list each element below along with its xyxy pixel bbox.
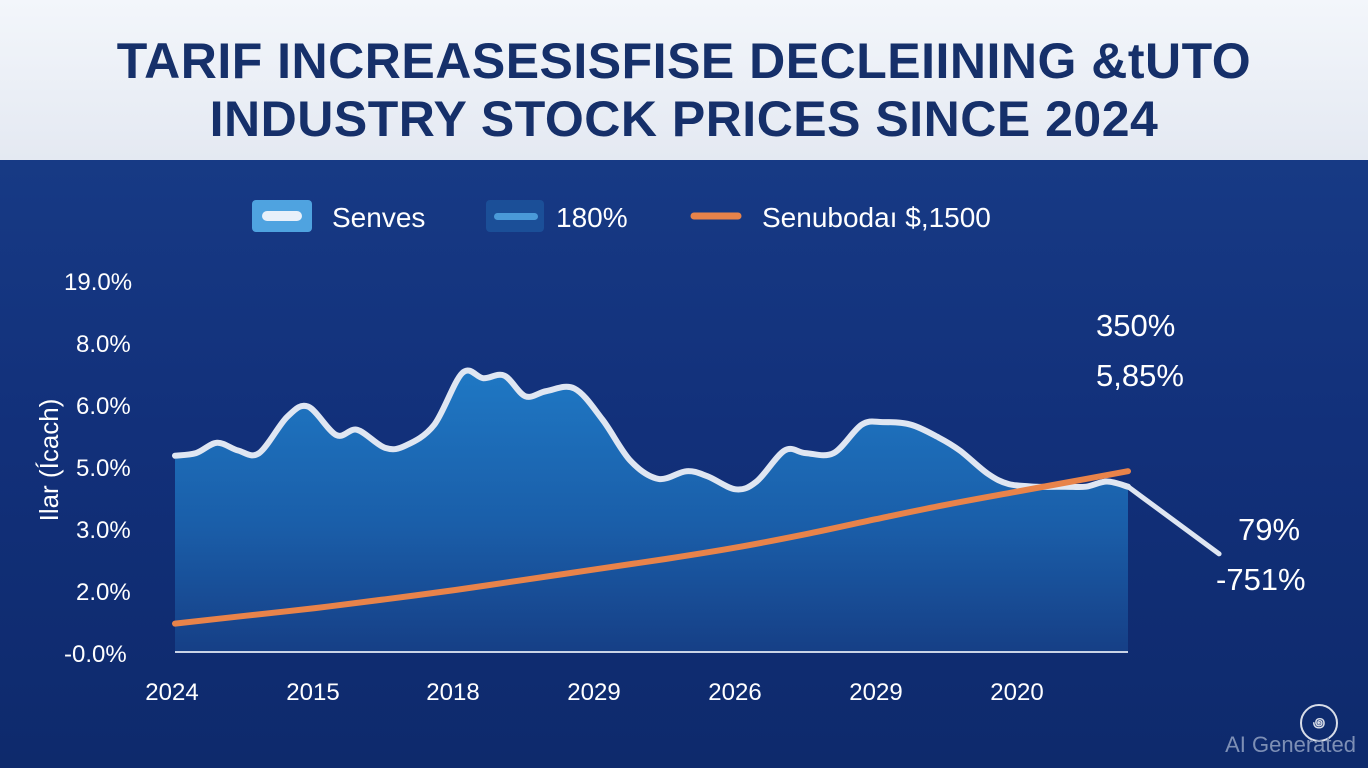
chart-title-line-1: TARIF INCREASESISFISE DECLEIINING &tUTO xyxy=(116,33,1252,89)
watermark-label: AI Generated xyxy=(1225,732,1356,757)
y-tick-label: 6.0% xyxy=(76,393,131,420)
legend-swatch-180-line xyxy=(494,213,538,220)
series-senves-line xyxy=(172,367,1131,493)
plot-area xyxy=(172,367,1222,652)
x-tick-label: 2026 xyxy=(708,679,761,706)
annotation-label: 79% xyxy=(1238,512,1300,547)
legend-label-senubodai: Senubodaı $,1500 xyxy=(762,202,991,233)
legend: Senves 180% Senubodaı $,1500 xyxy=(252,200,991,233)
x-tick-label: 2015 xyxy=(286,679,339,706)
annotation-label: 350% xyxy=(1096,308,1175,343)
annotations: 350% 5,85% 79% -751% xyxy=(1096,308,1306,597)
x-tick-label: 2024 xyxy=(145,679,198,706)
y-tick-label: 5.0% xyxy=(76,455,131,482)
legend-swatch-senves-line xyxy=(262,211,302,221)
y-tick-label: 3.0% xyxy=(76,517,131,544)
y-axis: -0.0% 2.0% 3.0% 5.0% 6.0% 8.0% 19.0% Ila… xyxy=(34,269,132,668)
header: TARIF INCREASESISFISE DECLEIINING &tUTO … xyxy=(0,0,1368,160)
legend-label-senves: Senves xyxy=(332,202,425,233)
y-tick-label: 2.0% xyxy=(76,579,131,606)
y-axis-label: Ilar (Ícach) xyxy=(34,399,64,522)
chart-title-line-2: INDUSTRY STOCK PRICES SINCE 2024 xyxy=(209,91,1159,147)
series-senves-area xyxy=(175,370,1128,652)
y-tick-label: -0.0% xyxy=(64,641,127,668)
series-senves-tail-line xyxy=(1125,484,1222,557)
y-tick-label: 8.0% xyxy=(76,331,131,358)
x-axis: 2024 2015 2018 2029 2026 2029 2020 xyxy=(145,679,1043,706)
ai-badge-icon: ꩜ xyxy=(1300,704,1338,742)
x-tick-label: 2029 xyxy=(849,679,902,706)
x-tick-label: 2029 xyxy=(567,679,620,706)
x-tick-label: 2018 xyxy=(426,679,479,706)
series-senubodai-line xyxy=(172,468,1131,627)
y-tick-label: 19.0% xyxy=(64,269,132,296)
annotation-label: -751% xyxy=(1216,562,1306,597)
legend-label-180: 180% xyxy=(556,202,628,233)
x-tick-label: 2020 xyxy=(990,679,1043,706)
annotation-label: 5,85% xyxy=(1096,358,1184,393)
